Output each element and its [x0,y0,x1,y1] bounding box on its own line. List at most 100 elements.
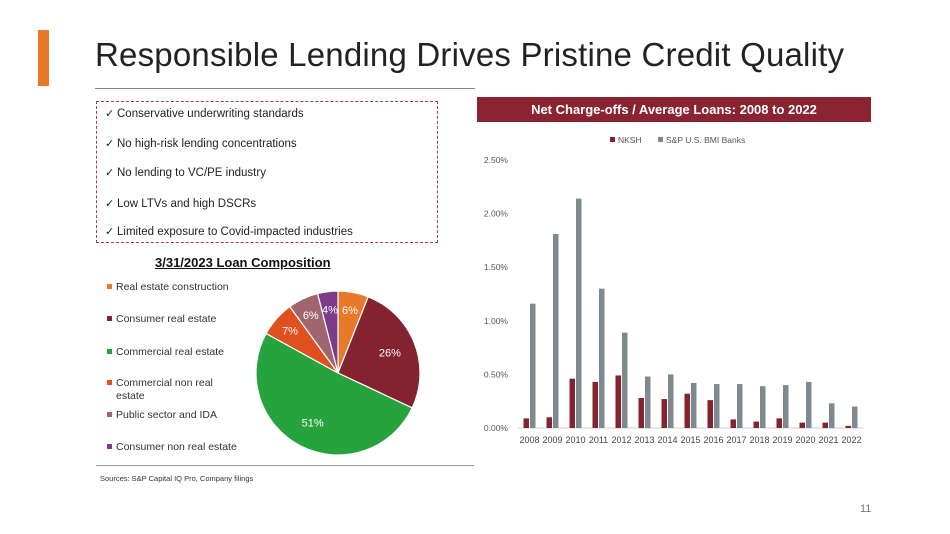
page-number: 11 [860,503,872,515]
bar [523,418,529,428]
bullet-text: No lending to VC/PE industry [117,167,266,179]
bullet-text: Low LTVs and high DSCRs [117,198,257,210]
bar [546,417,552,428]
pie-slice-label: 26% [379,347,401,359]
bar [691,382,697,428]
pie-chart-title: 3/31/2023 Loan Composition [155,255,331,270]
legend-swatch [107,349,112,354]
bullet-text: Conservative underwriting standards [117,108,304,120]
legend-swatch [107,444,112,449]
title-underline [95,88,475,89]
bar-legend-label: NKSH [618,135,642,145]
bar-legend-swatch [658,137,663,142]
bar-legend-swatch [610,137,615,142]
bar [845,425,851,428]
sources-note: Sources: S&P Capital IQ Pro, Company fil… [100,474,254,483]
x-tick-label: 2019 [772,435,792,445]
legend-label: Public sector and IDA [116,409,217,421]
y-tick-label: 2.50% [484,155,509,165]
y-tick-label: 0.00% [484,423,509,433]
bullet-text: No high-risk lending concentrations [117,138,297,150]
bar [645,376,651,428]
x-tick-label: 2011 [589,435,608,445]
bullet-item: ✓ No high-risk lending concentrations [105,137,297,150]
page-title: Responsible Lending Drives Pristine Cred… [95,36,845,73]
pie-legend-item: Commercial non real estate [107,377,236,403]
bar [569,378,575,428]
bar [530,303,536,428]
pie-slice-label: 4% [322,305,338,317]
bar [661,399,667,428]
x-tick-label: 2008 [519,435,539,445]
x-tick-label: 2021 [818,435,838,445]
x-tick-label: 2014 [657,435,677,445]
bar [760,386,766,428]
check-icon: ✓ [105,138,115,150]
pie-slice-label: 7% [282,326,298,338]
legend-swatch [107,380,112,385]
y-tick-label: 0.50% [484,369,509,379]
check-icon: ✓ [105,167,115,179]
pie-legend-item: Public sector and IDA [107,409,256,422]
title-accent-bar [38,30,49,86]
legend-swatch [107,284,112,289]
bar [684,393,690,428]
bar [553,233,559,428]
legend-swatch [107,316,112,321]
bar [783,385,789,428]
bar-chart-title: Net Charge-offs / Average Loans: 2008 to… [477,97,871,122]
bullet-item: ✓ No lending to VC/PE industry [105,166,266,179]
bar [730,419,736,428]
bar [852,406,858,428]
bar [592,381,598,428]
check-icon: ✓ [105,226,115,238]
bar [714,384,720,428]
pie-slice-label: 51% [302,418,324,430]
pie-legend-item: Real estate construction [107,281,256,294]
bar [599,288,605,428]
bullet-item: ✓ Conservative underwriting standards [105,107,304,120]
pie-slice [255,332,413,456]
check-icon: ✓ [105,108,115,120]
sources-divider [96,465,474,466]
bar [776,418,782,428]
legend-label: Real estate construction [116,281,229,293]
pie-legend-item: Consumer real estate [107,313,256,326]
legend-swatch [107,412,112,417]
bar [737,384,743,428]
legend-label: Commercial real estate [116,346,224,358]
bar [707,400,713,428]
x-tick-label: 2013 [634,435,654,445]
legend-label: Commercial non real estate [116,377,213,402]
x-tick-label: 2015 [680,435,700,445]
x-tick-label: 2020 [795,435,815,445]
legend-label: Consumer non real estate [116,441,237,453]
legend-label: Consumer real estate [116,313,217,325]
pie-slice [337,295,421,409]
bar [753,421,759,428]
bullet-text: Limited exposure to Covid-impacted indus… [117,226,353,238]
bar [576,198,582,428]
bar-chart: NKSH S&P U.S. BMI Banks 0.00% 0.50% 1.00% 1.5… [484,135,863,445]
bar [638,397,644,428]
y-tick-label: 2.00% [484,209,509,219]
bullet-box: ✓ Conservative underwriting standards ✓ No… [96,101,438,243]
x-tick-label: 2018 [749,435,769,445]
bar [806,381,812,428]
bullet-item: ✓ Low LTVs and high DSCRs [105,197,256,210]
x-tick-label: 2012 [611,435,631,445]
pie-slice [316,290,339,374]
y-tick-label: 1.00% [484,316,509,326]
bar-legend-label: S&P U.S. BMI Banks [666,135,745,145]
check-icon: ✓ [105,198,115,210]
bar [668,374,674,428]
pie-chart: 6%26%51%7%6% 4% [255,290,421,456]
pie-legend-item: Consumer non real estate [107,441,256,454]
bar [822,422,828,428]
bullet-item: ✓ Limited exposure to Covid-impacted indu… [105,225,353,238]
y-tick-label: 1.50% [484,262,509,272]
pie-slice-label: 6% [303,310,319,322]
bar [799,422,805,428]
x-tick-label: 2016 [703,435,723,445]
pie-slice-label: 6% [342,305,358,317]
